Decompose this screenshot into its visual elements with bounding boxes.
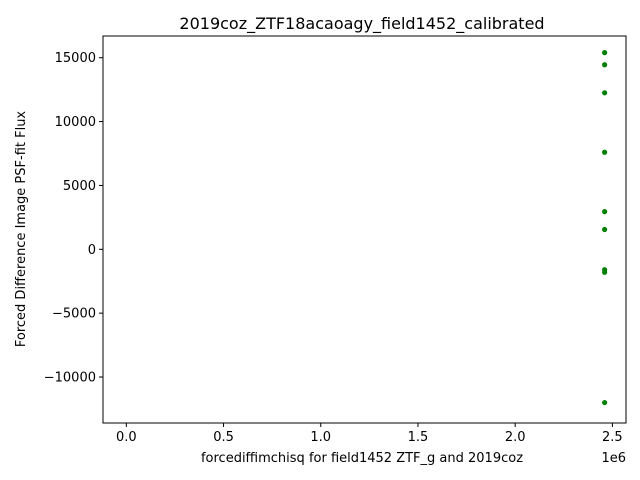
data-point <box>602 62 608 68</box>
x-tick-label: 0.0 <box>116 430 137 445</box>
data-point <box>602 90 608 96</box>
y-tick-label: 0 <box>88 243 96 258</box>
data-points <box>602 50 608 406</box>
x-tick-label: 2.5 <box>602 430 623 445</box>
x-axis-title: forcediffimchisq for field1452 ZTF_g and… <box>201 451 523 466</box>
x-tick-label: 2.0 <box>505 430 526 445</box>
data-point <box>602 226 608 233</box>
data-point <box>602 149 608 155</box>
x-axis-offset-label: 1e6 <box>601 451 626 466</box>
data-point <box>602 209 608 215</box>
y-axis: −10000 −5000 0 5000 10000 15000 <box>44 51 103 386</box>
y-axis-title: Forced Difference Image PSF-fit Flux <box>14 111 29 348</box>
x-axis: 0.0 0.5 1.0 1.5 2.0 2.5 <box>116 423 623 445</box>
y-tick-label: 10000 <box>55 115 96 130</box>
plot-area <box>102 35 627 424</box>
x-tick-label: 1.5 <box>408 430 429 445</box>
plot-frame <box>102 35 627 424</box>
y-tick-label: −5000 <box>52 307 96 322</box>
x-tick-label: 1.0 <box>310 430 331 445</box>
data-point <box>602 269 608 275</box>
x-tick-label: 0.5 <box>213 430 234 445</box>
chart-title: 2019coz_ZTF18acaoagy_field1452_calibrate… <box>179 14 544 34</box>
data-point <box>602 399 608 406</box>
data-point <box>602 50 608 56</box>
y-tick-label: 5000 <box>63 179 96 194</box>
y-tick-label: 15000 <box>55 51 96 66</box>
y-tick-label: −10000 <box>44 371 96 386</box>
